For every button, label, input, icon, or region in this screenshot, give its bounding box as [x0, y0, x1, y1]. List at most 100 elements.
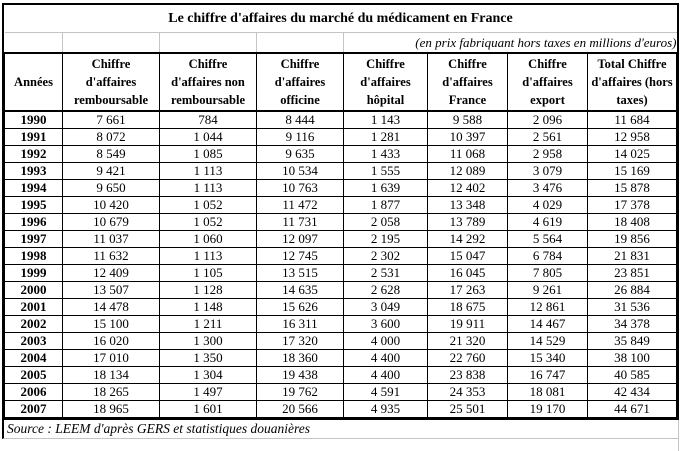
table-cell: 1 105: [159, 264, 257, 283]
table-cell: 9 588: [427, 110, 508, 130]
table-cell: 1 128: [159, 281, 257, 300]
table-cell: 1 211: [159, 315, 257, 334]
table-cell: 9 635: [256, 145, 344, 164]
table-cell: 1 281: [343, 128, 428, 147]
table-cell: 17 320: [256, 332, 344, 351]
row-year: 2004: [4, 349, 63, 368]
row-year: 1996: [4, 213, 63, 232]
row-year: 1993: [4, 162, 63, 181]
table-cell: 18 360: [256, 349, 344, 368]
table-cell: 16 020: [62, 332, 160, 351]
table-cell: 14 025: [587, 145, 677, 164]
row-year: 1999: [4, 264, 63, 283]
table-row: 2002 15 100 1 211 16 311 3 600 19 911 14…: [4, 315, 677, 334]
table-cell: 2 195: [343, 230, 428, 249]
table-body: 1990 7 661 784 8 444 1 143 9 588 2 096 1…: [4, 110, 677, 419]
table-cell: 16 045: [427, 264, 508, 283]
table-cell: 2 561: [507, 128, 588, 147]
table-cell: 18 134: [62, 366, 160, 385]
empty-cell: [62, 32, 160, 53]
title-row: Le chiffre d'affaires du marché du médic…: [4, 5, 677, 33]
table-cell: 14 529: [507, 332, 588, 351]
table-cell: 2 531: [343, 264, 428, 283]
table-cell: 2 302: [343, 247, 428, 266]
table-cell: 9 116: [256, 128, 344, 147]
revenue-table-frame: Le chiffre d'affaires du marché du médic…: [2, 3, 679, 421]
row-year: 1994: [4, 179, 63, 198]
table-cell: 1 350: [159, 349, 257, 368]
table-cell: 18 675: [427, 298, 508, 317]
column-header-total: Total Chiffre d'affaires (hors taxes): [587, 51, 677, 113]
table-title: Le chiffre d'affaires du marché du médic…: [4, 5, 677, 33]
table-row: 2005 18 134 1 304 19 438 4 400 23 838 16…: [4, 366, 677, 385]
table-cell: 18 081: [507, 383, 588, 402]
column-header-non-remboursable: Chiffre d'affaires non remboursable: [159, 51, 257, 113]
table-row: 1995 10 420 1 052 11 472 1 877 13 348 4 …: [4, 196, 677, 215]
table-cell: 8 072: [62, 128, 160, 147]
table-cell: 15 100: [62, 315, 160, 334]
table-cell: 14 478: [62, 298, 160, 317]
table-cell: 1 113: [159, 179, 257, 198]
table-cell: 34 378: [587, 315, 677, 334]
table-cell: 2 958: [507, 145, 588, 164]
table-cell: 38 100: [587, 349, 677, 368]
table-cell: 3 049: [343, 298, 428, 317]
row-year: 1995: [4, 196, 63, 215]
table-cell: 15 340: [507, 349, 588, 368]
table-cell: 19 911: [427, 315, 508, 334]
table-cell: 8 444: [256, 110, 344, 130]
table-cell: 3 476: [507, 179, 588, 198]
table-cell: 11 632: [62, 247, 160, 266]
column-header-hopital: Chiffre d'affaires hôpital: [343, 51, 428, 113]
table-cell: 12 402: [427, 179, 508, 198]
table-cell: 4 400: [343, 349, 428, 368]
table-cell: 4 591: [343, 383, 428, 402]
table-cell: 9 421: [62, 162, 160, 181]
row-year: 1998: [4, 247, 63, 266]
table-cell: 35 849: [587, 332, 677, 351]
table-cell: 19 762: [256, 383, 344, 402]
table-cell: 21 831: [587, 247, 677, 266]
table-cell: 12 958: [587, 128, 677, 147]
table-cell: 1 877: [343, 196, 428, 215]
units-row: (en prix fabriquant hors taxes en millio…: [4, 32, 677, 53]
table-cell: 26 884: [587, 281, 677, 300]
table-cell: 1 113: [159, 162, 257, 181]
table-cell: 1 497: [159, 383, 257, 402]
table-row: 2003 16 020 1 300 17 320 4 000 21 320 14…: [4, 332, 677, 351]
table-cell: 14 635: [256, 281, 344, 300]
table-cell: 1 601: [159, 400, 257, 419]
row-year: 1991: [4, 128, 63, 147]
row-year: 2007: [4, 400, 63, 419]
table-cell: 4 000: [343, 332, 428, 351]
table-cell: 9 261: [507, 281, 588, 300]
empty-cell: [256, 32, 344, 53]
table-cell: 2 058: [343, 213, 428, 232]
empty-cell: [4, 32, 63, 53]
table-cell: 14 467: [507, 315, 588, 334]
table-cell: 12 089: [427, 162, 508, 181]
table-cell: 13 515: [256, 264, 344, 283]
table-cell: 12 409: [62, 264, 160, 283]
source-note: Source : LEEM d'après GERS et statistiqu…: [2, 420, 679, 440]
column-header-remboursable: Chiffre d'affaires remboursable: [62, 51, 160, 113]
table-cell: 10 420: [62, 196, 160, 215]
table-cell: 15 047: [427, 247, 508, 266]
table-cell: 1 148: [159, 298, 257, 317]
table-cell: 6 784: [507, 247, 588, 266]
table-cell: 3 079: [507, 162, 588, 181]
table-cell: 19 438: [256, 366, 344, 385]
table-cell: 1 052: [159, 196, 257, 215]
table-cell: 15 626: [256, 298, 344, 317]
table-cell: 7 805: [507, 264, 588, 283]
table-cell: 13 507: [62, 281, 160, 300]
table-cell: 1 304: [159, 366, 257, 385]
table-cell: 784: [159, 110, 257, 130]
table-cell: 12 745: [256, 247, 344, 266]
table-cell: 11 037: [62, 230, 160, 249]
table-cell: 10 763: [256, 179, 344, 198]
table-cell: 1 085: [159, 145, 257, 164]
table-cell: 1 052: [159, 213, 257, 232]
table-row: 2006 18 265 1 497 19 762 4 591 24 353 18…: [4, 383, 677, 402]
